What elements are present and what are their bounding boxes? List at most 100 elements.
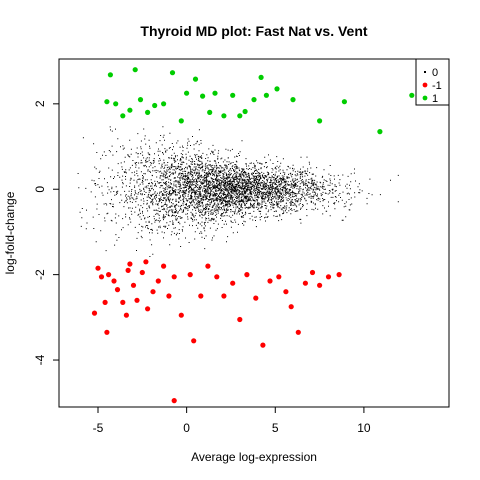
legend-label: -1 <box>432 80 442 92</box>
point-series--1 <box>130 282 137 288</box>
point-series--1 <box>230 280 236 286</box>
legend-marker <box>424 71 426 73</box>
point-series--1 <box>114 287 121 293</box>
point-series-1 <box>120 113 126 119</box>
y-tick-label: -4 <box>33 354 47 365</box>
point-series-1 <box>132 67 138 73</box>
point-series--1 <box>150 289 156 295</box>
point-series--1 <box>276 274 282 280</box>
point-series--1 <box>95 265 101 271</box>
y-tick-label: 0 <box>33 186 47 193</box>
point-series--1 <box>325 274 332 280</box>
point-series-1 <box>145 109 151 115</box>
point-series-1 <box>274 86 280 92</box>
point-series--1 <box>145 306 151 312</box>
point-series-1 <box>137 97 144 103</box>
point-series--1 <box>111 278 117 284</box>
point-series--1 <box>283 289 289 295</box>
background-cloud-series-0 <box>77 126 399 257</box>
point-series-1 <box>409 92 415 98</box>
point-series--1 <box>143 259 149 265</box>
point-series--1 <box>123 312 129 318</box>
point-series-1 <box>161 101 167 107</box>
point-series--1 <box>267 278 273 284</box>
point-series-1 <box>317 118 323 124</box>
point-series-1 <box>341 99 347 105</box>
cloud-points <box>77 126 399 257</box>
point-series--1 <box>253 295 259 301</box>
point-series--1 <box>139 269 145 276</box>
point-series--1 <box>244 272 250 278</box>
point-series-1 <box>127 107 133 113</box>
point-series--1 <box>134 297 140 303</box>
legend-label: 1 <box>432 93 438 105</box>
point-series-1 <box>104 99 110 105</box>
point-series-1 <box>263 92 269 98</box>
point-series-1 <box>290 97 296 103</box>
legend-box <box>415 58 450 106</box>
point-series--1 <box>161 263 167 269</box>
point-series--1 <box>155 278 161 284</box>
y-axis: -4 -2 0 2 <box>33 100 60 365</box>
y-tick-label: 2 <box>33 100 47 107</box>
x-tick-label: 5 <box>272 421 279 435</box>
point-series-1 <box>207 109 213 115</box>
point-series-1 <box>242 108 248 115</box>
point-series-1 <box>152 102 158 109</box>
legend-marker <box>422 82 428 88</box>
point-series--1 <box>237 316 243 323</box>
x-tick-label: -5 <box>93 421 104 435</box>
point-series--1 <box>171 274 177 280</box>
point-series--1 <box>166 293 172 299</box>
y-axis-label: log-fold-change <box>3 191 17 274</box>
point-series--1 <box>317 282 323 288</box>
point-series-1 <box>237 113 243 119</box>
legend-label: 0 <box>432 67 438 79</box>
point-series-1 <box>251 97 257 103</box>
point-series--1 <box>198 293 204 299</box>
point-series--1 <box>309 269 316 276</box>
point-series--1 <box>127 261 133 267</box>
x-axis-label: Average log-expression <box>191 450 317 464</box>
point-series--1 <box>91 310 98 316</box>
point-series-1 <box>178 118 184 124</box>
point-series--1 <box>295 329 301 335</box>
point-series-1 <box>221 113 227 119</box>
x-tick-label: 10 <box>357 421 371 435</box>
point-series--1 <box>102 299 108 305</box>
point-series--1 <box>178 312 184 318</box>
point-series--1 <box>125 267 131 273</box>
point-series--1 <box>288 304 294 310</box>
point-series-1 <box>212 90 218 96</box>
point-series--1 <box>302 280 308 286</box>
chart-title: Thyroid MD plot: Fast Nat vs. Vent <box>140 23 367 39</box>
point-series--1 <box>214 274 220 280</box>
point-series--1 <box>336 272 342 278</box>
point-series-1 <box>107 72 113 78</box>
point-series-1 <box>169 70 176 76</box>
legend: 0-11 <box>415 58 450 106</box>
point-series-1 <box>377 129 383 135</box>
plot-frame <box>58 58 450 408</box>
point-series-1 <box>184 90 190 96</box>
point-series--1 <box>260 342 266 348</box>
point-series-1 <box>230 92 236 98</box>
point-series--1 <box>98 274 105 280</box>
point-series--1 <box>104 329 110 335</box>
point-series-1 <box>113 101 119 107</box>
point-series-1 <box>258 74 264 80</box>
point-series--1 <box>205 263 211 269</box>
point-series--1 <box>221 293 227 299</box>
x-axis: -5 0 5 10 <box>93 406 371 435</box>
point-series--1 <box>191 338 197 344</box>
x-tick-label: 0 <box>183 421 190 435</box>
point-series-1 <box>192 76 199 82</box>
legend-marker <box>422 95 428 101</box>
point-series--1 <box>120 299 126 305</box>
point-series--1 <box>171 398 177 404</box>
point-series--1 <box>106 272 112 278</box>
y-tick-label: -2 <box>33 269 47 280</box>
highlighted-points <box>91 67 415 404</box>
point-series-1 <box>200 93 206 99</box>
